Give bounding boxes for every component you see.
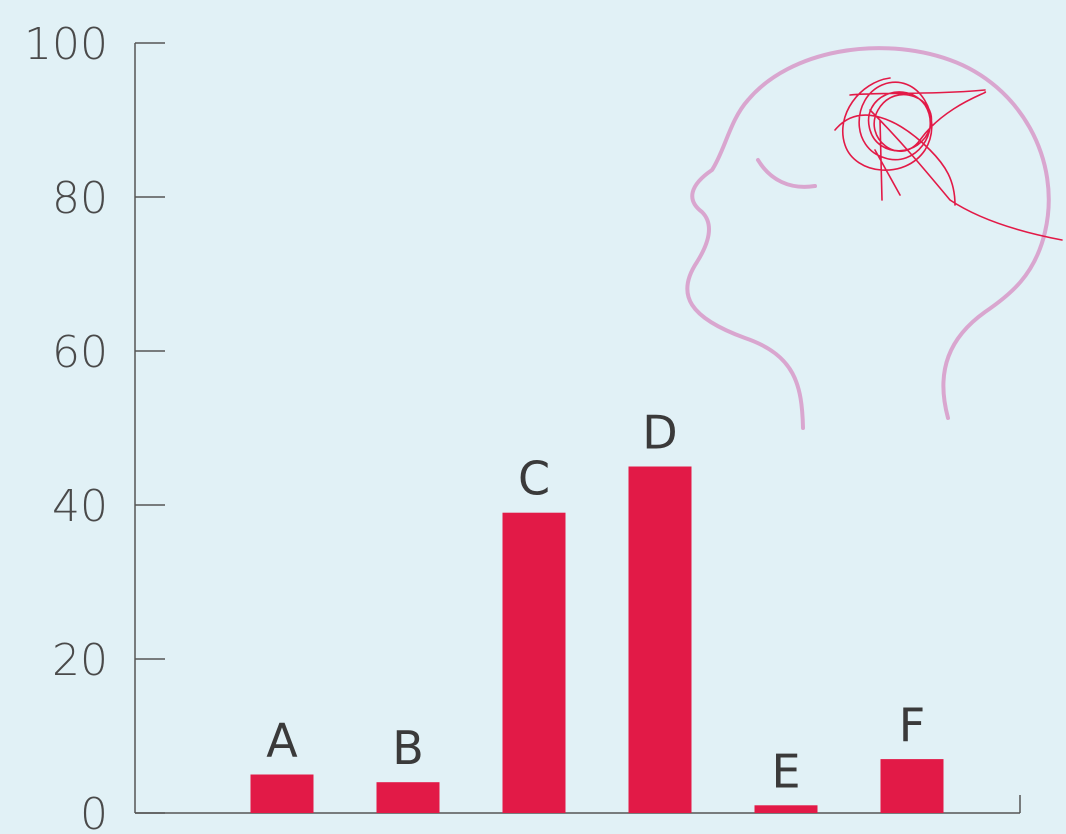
- bar-label-c: C: [518, 452, 550, 506]
- closed-eye: [756, 158, 817, 189]
- y-tick-label: 20: [52, 635, 108, 686]
- y-tick-label: 0: [80, 789, 108, 834]
- bar-b: [376, 782, 440, 813]
- y-tick-label: 40: [52, 481, 108, 532]
- head-outline: [685, 46, 1051, 430]
- bar-e: [754, 805, 818, 813]
- bars: [250, 466, 944, 813]
- bar-label-d: D: [642, 406, 677, 460]
- bar-label-a: A: [266, 714, 298, 768]
- bar-label-e: E: [771, 744, 800, 798]
- bar-c: [502, 512, 566, 813]
- y-axis-ticks: 0 20 40 60 80 100: [24, 19, 165, 834]
- y-tick-label: 60: [52, 327, 108, 378]
- bar-label-b: B: [392, 721, 424, 775]
- bar-d: [628, 466, 692, 813]
- bar-a: [250, 774, 314, 813]
- y-tick-label: 80: [52, 173, 108, 224]
- bar-f: [880, 759, 944, 813]
- bar-labels: A B C D E F: [266, 406, 925, 799]
- bar-label-f: F: [899, 698, 925, 752]
- y-tick-label: 100: [24, 19, 108, 70]
- thought-scribble: [834, 77, 1063, 241]
- head-with-tangled-thoughts-icon: [685, 46, 1063, 430]
